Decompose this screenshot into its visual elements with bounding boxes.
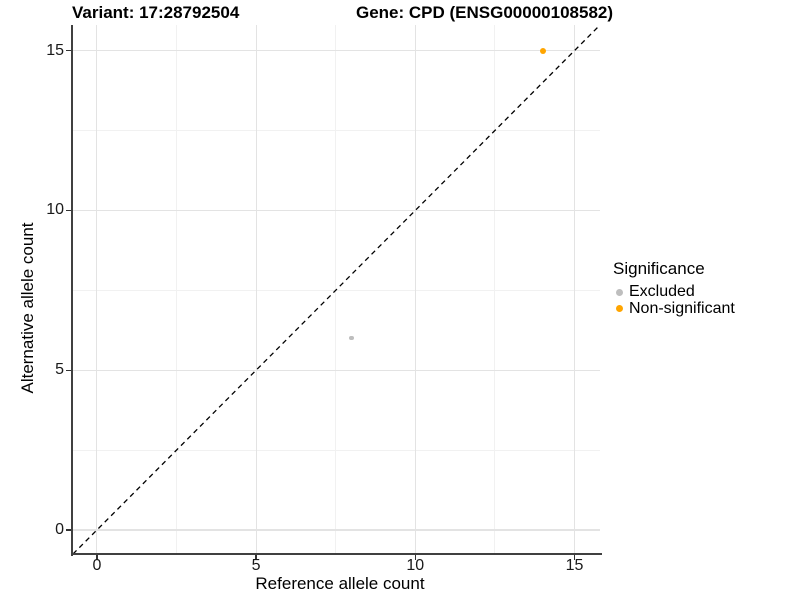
- legend-item-excluded: Excluded: [613, 283, 735, 301]
- x-axis-title: Reference allele count: [255, 574, 425, 593]
- x-tick-label: 15: [565, 557, 584, 574]
- x-tick-mark: [255, 554, 257, 560]
- major-gridline-y: [73, 50, 600, 52]
- plot-panel: [72, 24, 601, 555]
- x-tick-mark: [414, 554, 417, 560]
- x-tick-label: 10: [406, 557, 425, 574]
- major-gridline-y: [73, 369, 600, 371]
- y-tick-label: 10: [46, 201, 64, 219]
- legend-title: Significance: [613, 259, 705, 278]
- minor-gridline-x: [335, 25, 336, 554]
- y-tick-label: 0: [55, 521, 64, 538]
- excluded-point-swatch: [616, 288, 623, 296]
- identity-dashed-line: [72, 24, 601, 555]
- y-axis-line: [71, 25, 73, 556]
- major-gridline-x: [96, 25, 98, 554]
- x-tick-label: 0: [92, 557, 102, 574]
- minor-gridline-x: [175, 25, 177, 554]
- plot-title-gene: Gene: CPD (ENSG00000108582): [356, 3, 614, 22]
- y-tick-label: 5: [55, 361, 64, 379]
- point-non-significant: [539, 47, 546, 54]
- non-significant-point-swatch: [616, 305, 623, 313]
- plot-title-variant: Variant: 17:28792504: [72, 3, 240, 22]
- legend-item-label: Excluded: [629, 283, 695, 301]
- major-gridline-x: [573, 25, 576, 554]
- x-tick-mark: [573, 554, 576, 560]
- legend-item-non-significant: Non-significant: [613, 299, 735, 318]
- legend-item-label: Non-significant: [629, 299, 735, 317]
- point-excluded: [349, 335, 354, 341]
- major-gridline-x: [255, 25, 257, 554]
- y-tick-label: 15: [46, 41, 64, 59]
- minor-gridline-x: [494, 25, 496, 554]
- legend: Significance Excluded Non-significant: [613, 258, 735, 317]
- x-tick-mark: [96, 554, 98, 560]
- minor-gridline-y: [73, 449, 600, 451]
- x-tick-label: 5: [251, 557, 261, 574]
- y-tick-mark: [66, 369, 72, 371]
- major-gridline-y: [73, 209, 600, 211]
- y-tick-mark: [66, 209, 72, 212]
- x-axis-line: [71, 553, 602, 555]
- minor-gridline-y: [73, 129, 600, 131]
- major-gridline-x: [414, 25, 416, 554]
- major-gridline-y: [73, 529, 600, 531]
- y-tick-mark: [66, 529, 72, 531]
- y-tick-mark: [66, 49, 72, 52]
